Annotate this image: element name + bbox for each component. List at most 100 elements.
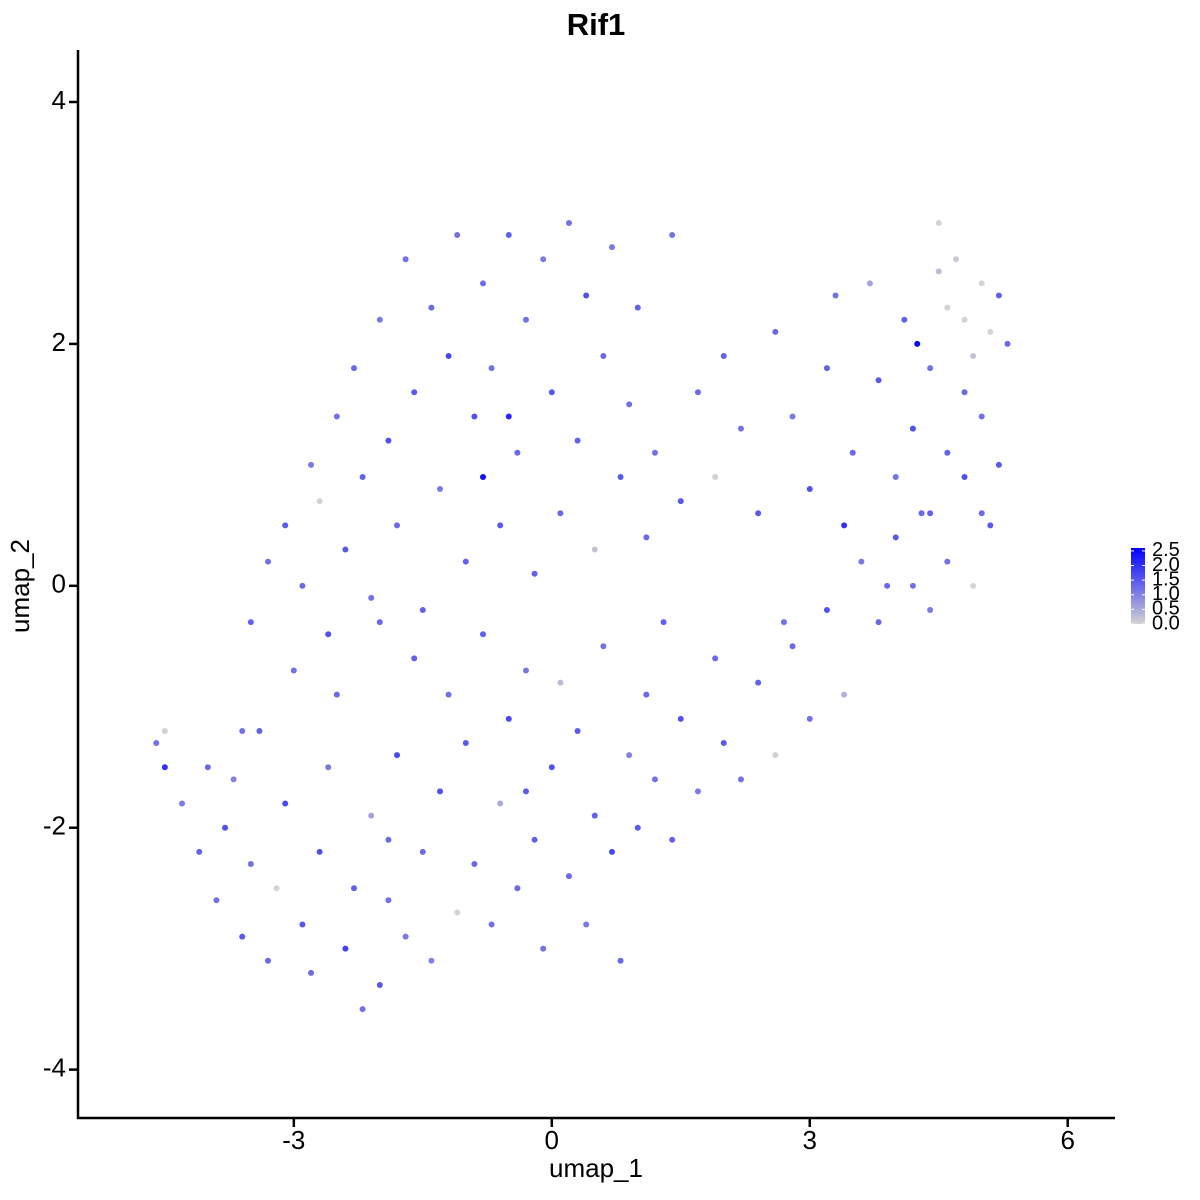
point <box>222 824 229 831</box>
point <box>497 800 504 807</box>
point <box>531 570 538 577</box>
point <box>565 873 572 880</box>
point <box>540 256 547 263</box>
point <box>944 304 951 311</box>
point <box>961 473 968 480</box>
point <box>884 582 891 589</box>
point <box>359 473 366 480</box>
point <box>325 764 332 771</box>
point <box>608 848 615 855</box>
point <box>970 582 977 589</box>
point <box>600 353 607 360</box>
point <box>858 558 865 565</box>
point <box>497 522 504 529</box>
point <box>376 316 383 323</box>
point <box>978 413 985 420</box>
point <box>634 824 641 831</box>
point <box>875 619 882 626</box>
point <box>677 715 684 722</box>
point <box>626 752 633 759</box>
point <box>445 691 452 698</box>
point <box>462 740 469 747</box>
point <box>462 558 469 565</box>
point <box>574 437 581 444</box>
point <box>256 727 263 734</box>
point <box>196 848 203 855</box>
point <box>402 933 409 940</box>
point <box>909 425 916 432</box>
point <box>325 631 332 638</box>
point <box>806 715 813 722</box>
points <box>153 219 1011 1013</box>
colorbar-label: 0.5 <box>1152 598 1180 620</box>
point <box>239 727 246 734</box>
point <box>651 449 658 456</box>
point <box>832 292 839 299</box>
point <box>643 691 650 698</box>
point <box>548 389 555 396</box>
x-tick-label: -3 <box>282 1125 305 1155</box>
point <box>299 582 306 589</box>
point <box>789 643 796 650</box>
point <box>488 921 495 928</box>
point <box>265 558 272 565</box>
point <box>419 848 426 855</box>
y-tick-label: -4 <box>43 1052 66 1082</box>
point <box>651 776 658 783</box>
point <box>600 643 607 650</box>
point <box>428 957 435 964</box>
point <box>479 473 486 480</box>
point <box>987 328 994 335</box>
point <box>179 800 186 807</box>
point <box>892 534 899 541</box>
y-axis-title: umap_2 <box>5 539 35 633</box>
point <box>755 679 762 686</box>
point <box>626 401 633 408</box>
point <box>918 510 925 517</box>
chart-title: Rif1 <box>567 7 626 42</box>
point <box>935 268 942 275</box>
point <box>333 413 340 420</box>
point <box>213 897 220 904</box>
point <box>471 861 478 868</box>
point <box>583 292 590 299</box>
colorbar-label: 1.5 <box>1152 568 1180 590</box>
point <box>454 232 461 239</box>
point <box>823 607 830 614</box>
point <box>514 449 521 456</box>
colorbar-label: 0.0 <box>1152 612 1180 634</box>
point <box>385 836 392 843</box>
y-tick-label: 4 <box>52 85 66 115</box>
point <box>522 316 529 323</box>
x-tick-label: 6 <box>1060 1125 1074 1155</box>
point <box>841 691 848 698</box>
y-tick-label: 2 <box>52 327 66 357</box>
point <box>995 292 1002 299</box>
point <box>479 631 486 638</box>
point <box>316 498 323 505</box>
point <box>720 740 727 747</box>
point <box>617 957 624 964</box>
point <box>265 957 272 964</box>
point <box>694 389 701 396</box>
point <box>411 389 418 396</box>
point <box>583 921 590 928</box>
point <box>437 788 444 795</box>
point <box>230 776 237 783</box>
point <box>394 752 401 759</box>
point <box>634 304 641 311</box>
point <box>849 449 856 456</box>
point <box>823 365 830 372</box>
point <box>995 461 1002 468</box>
point <box>935 219 942 226</box>
point <box>514 885 521 892</box>
point <box>565 219 572 226</box>
point <box>737 425 744 432</box>
colorbar <box>1131 548 1145 624</box>
point <box>557 679 564 686</box>
point <box>961 389 968 396</box>
point <box>376 619 383 626</box>
point <box>531 836 538 843</box>
point <box>204 764 211 771</box>
point <box>437 486 444 493</box>
